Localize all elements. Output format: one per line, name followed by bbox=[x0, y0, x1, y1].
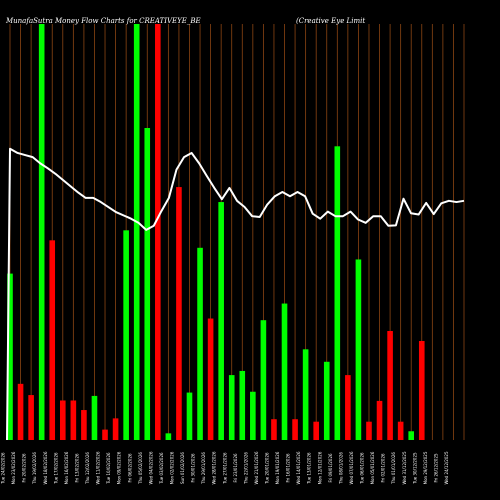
money-flow-polyline bbox=[6, 147, 465, 441]
x-tick-label: Fri 09/01/2026 bbox=[328, 453, 333, 483]
bar-mon-05-jan-2026 bbox=[387, 331, 393, 440]
x-tick-label: Mon 12/01/2026 bbox=[317, 451, 322, 484]
x-tick-label: Thu 08/01/2026 bbox=[338, 452, 343, 485]
bar-fri-09-jan-2026 bbox=[345, 375, 351, 440]
x-tick-label: Fri 02/01/2026 bbox=[381, 453, 386, 483]
bars bbox=[7, 24, 425, 440]
x-tick-label: Tue 03/02/2026 bbox=[159, 452, 164, 485]
bar-tue-17-feb-2026 bbox=[70, 400, 77, 440]
x-tick-label: Wed 24/12/2025 bbox=[444, 451, 449, 485]
bar-fri-23-jan-2026 bbox=[250, 391, 256, 440]
bar-fri-13-feb-2026 bbox=[91, 395, 98, 440]
bar-thu-22-jan-2026 bbox=[260, 320, 267, 440]
grid-lines bbox=[9, 24, 465, 440]
bar-fri-16-jan-2026 bbox=[302, 349, 309, 440]
bar-wed-14-jan-2026 bbox=[313, 421, 319, 440]
x-tick-label: Wed 07/01/2026 bbox=[349, 451, 354, 485]
x-tick-label: Thu 05/02/2026 bbox=[138, 452, 143, 485]
bar-wed-11-feb-2026 bbox=[112, 418, 119, 440]
bar-mon-23-feb-2026 bbox=[28, 395, 34, 440]
x-tick-label: Mon 16/02/2026 bbox=[64, 451, 69, 484]
bar-mon-19-jan-2026 bbox=[292, 419, 298, 440]
x-tick-label: Thu 12/02/2026 bbox=[85, 452, 90, 485]
x-tick-label: Fri 30/01/2026 bbox=[191, 453, 196, 483]
x-tick-label: Thu 29/01/2026 bbox=[201, 452, 206, 485]
bar-mon-09-feb-2026 bbox=[133, 24, 140, 440]
bar-thu-01-jan-2026 bbox=[408, 431, 415, 440]
chart-subtitle: (Creative Eye Limit bbox=[296, 17, 365, 25]
bar-tue-20-jan-2026 bbox=[281, 303, 288, 440]
x-tick-label: Wed 31/12/2025 bbox=[402, 451, 407, 485]
x-tick-label: Wed 04/02/2026 bbox=[148, 451, 153, 485]
bar-tue-03-feb-2026 bbox=[176, 187, 182, 440]
x-tick-label: Wed 14/01/2026 bbox=[296, 451, 301, 485]
x-tick-label: Fri 26/12/2025 bbox=[433, 453, 438, 483]
bar-fri-30-jan-2026 bbox=[207, 318, 214, 440]
bar-fri-20-feb-2026 bbox=[38, 24, 45, 440]
x-tick-label: Mon 19/01/2026 bbox=[275, 451, 280, 484]
x-tick-label: Thu 22/01/2026 bbox=[243, 452, 248, 485]
x-tick-label: Fri 16/01/2026 bbox=[286, 453, 291, 483]
x-tick-label: Wed 11/02/2026 bbox=[96, 451, 101, 485]
x-tick-label: Wed 21/01/2026 bbox=[254, 451, 259, 485]
bar-fri-06-feb-2026 bbox=[144, 128, 151, 440]
bar-wed-18-feb-2026 bbox=[59, 400, 66, 440]
x-tick-label: Tue 27/01/2026 bbox=[222, 452, 227, 485]
bar-wed-31-dec-2025 bbox=[418, 340, 425, 440]
bar-thu-08-jan-2026 bbox=[355, 259, 362, 440]
bar-wed-21-jan-2026 bbox=[271, 419, 277, 440]
bar-wed-25-feb-2026 bbox=[7, 273, 13, 440]
x-tick-label: Fri 20/02/2026 bbox=[22, 453, 27, 483]
x-tick-label: Sun 01/02/2026 bbox=[180, 452, 185, 484]
bar-thu-12-feb-2026 bbox=[102, 429, 108, 440]
bar-tue-13-jan-2026 bbox=[323, 361, 330, 440]
bar-tue-10-feb-2026 bbox=[123, 230, 129, 440]
chart-title: MunafaSutra Money Flow Charts for CREATI… bbox=[5, 17, 201, 25]
money-flow-line bbox=[6, 147, 465, 441]
bar-mon-12-jan-2026 bbox=[334, 146, 341, 440]
x-tick-label: Thu 19/02/2026 bbox=[32, 452, 37, 485]
x-tick-label: Wed 28/01/2026 bbox=[212, 451, 217, 485]
bar-fri-02-jan-2026 bbox=[397, 421, 404, 440]
x-tick-label: Tue 20/01/2026 bbox=[265, 452, 270, 485]
bar-thu-19-feb-2026 bbox=[49, 240, 56, 440]
x-tick-label: Thu 01/01/2026 bbox=[391, 452, 396, 485]
bar-mon-16-feb-2026 bbox=[81, 410, 87, 440]
x-tick-label: Mon 09/02/2026 bbox=[117, 451, 122, 484]
bar-tue-27-jan-2026 bbox=[239, 370, 246, 440]
x-tick-label: Mon 23/02/2026 bbox=[11, 451, 16, 484]
x-tick-label: Tue 30/12/2025 bbox=[412, 452, 417, 485]
bar-sun-01-feb-2026 bbox=[197, 247, 203, 440]
bar-mon-02-feb-2026 bbox=[186, 392, 193, 440]
bar-thu-29-jan-2026 bbox=[218, 202, 224, 440]
x-tick-label: Tue 13/01/2026 bbox=[307, 452, 312, 485]
bar-wed-04-feb-2026 bbox=[165, 433, 172, 440]
x-tick-label: Tue 10/02/2026 bbox=[106, 452, 111, 485]
x-tick-label: Mon 29/12/2025 bbox=[423, 451, 428, 484]
x-tick-label: Tue 17/02/2026 bbox=[53, 452, 58, 485]
x-tick-label: Fri 06/02/2026 bbox=[127, 453, 132, 483]
bar-tue-24-feb-2026 bbox=[17, 383, 24, 440]
x-tick-label: Wed 18/02/2026 bbox=[43, 451, 48, 485]
x-tick-label: Tue 06/01/2026 bbox=[360, 452, 365, 485]
bar-wed-07-jan-2026 bbox=[366, 421, 372, 440]
bar-wed-28-jan-2026 bbox=[228, 375, 235, 440]
bar-thu-05-feb-2026 bbox=[155, 24, 161, 440]
x-tick-label: Mon 05/01/2026 bbox=[370, 451, 375, 484]
x-tick-label: Fri 13/02/2026 bbox=[74, 453, 79, 483]
x-tick-label: Mon 02/02/2026 bbox=[169, 451, 174, 484]
bar-tue-06-jan-2026 bbox=[376, 400, 383, 440]
x-tick-label: Tue 24/02/2026 bbox=[1, 452, 6, 485]
x-tick-label: Fri 23/01/2026 bbox=[233, 453, 238, 483]
